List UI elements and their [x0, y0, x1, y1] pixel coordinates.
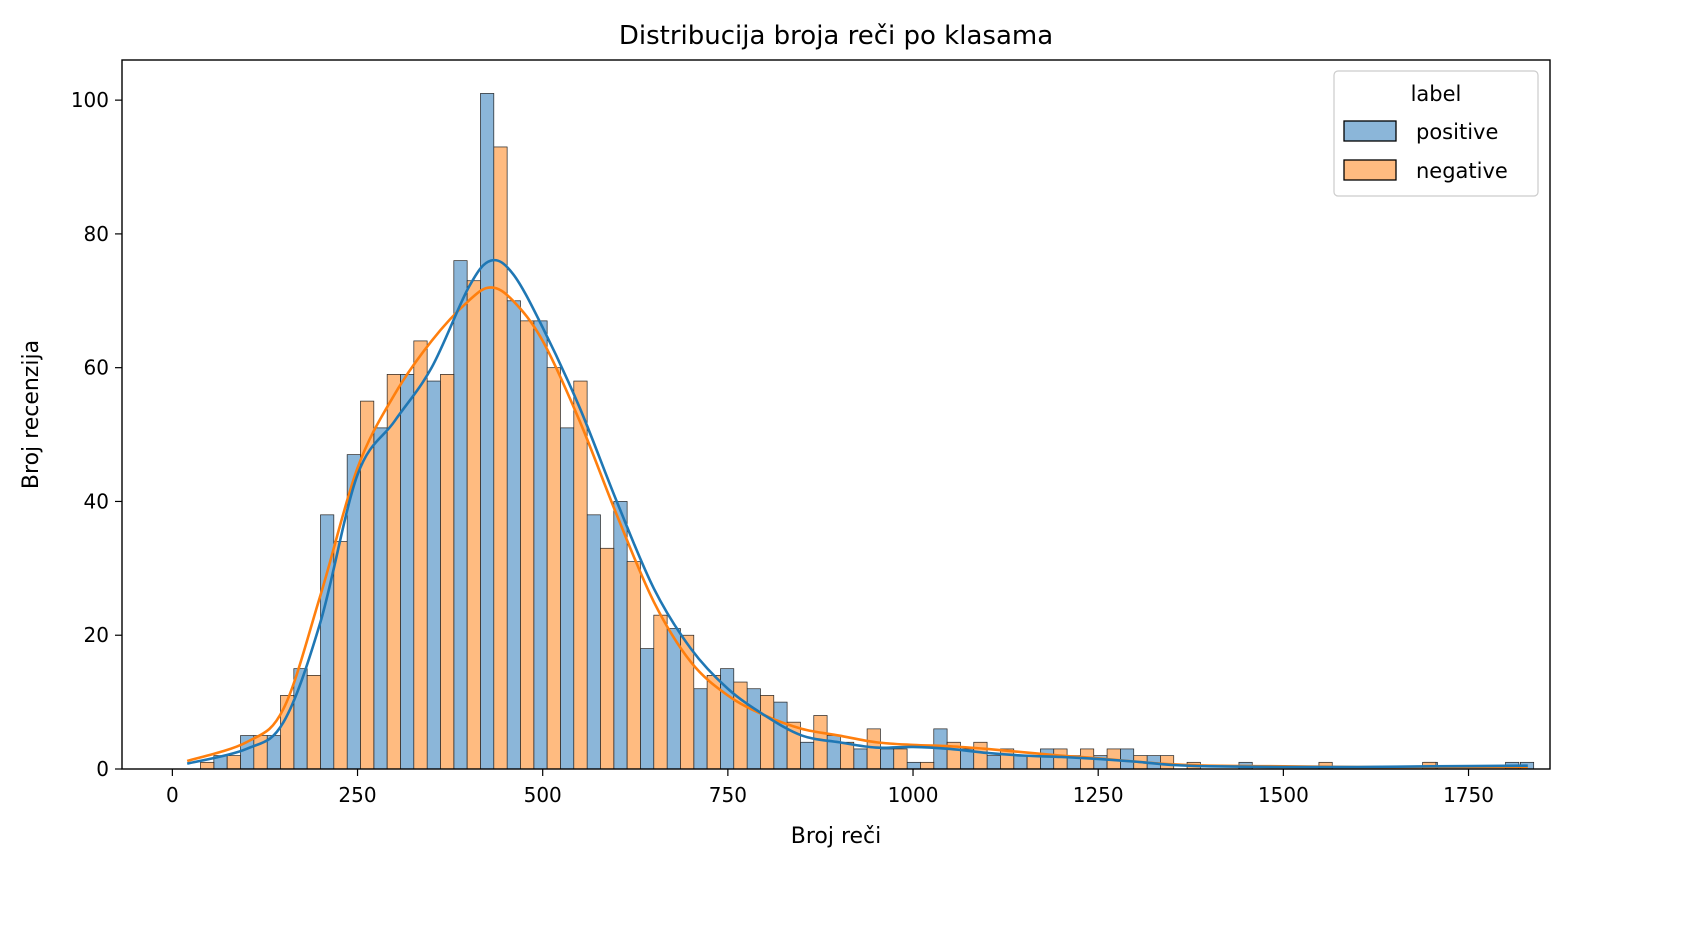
bar-positive — [400, 374, 415, 770]
bar-positive — [453, 260, 468, 770]
bar-negative — [1053, 748, 1068, 770]
kde-line-positive — [186, 258, 1528, 769]
y-tick-label: 20 — [84, 623, 109, 647]
y-tick-label: 100 — [71, 88, 109, 112]
x-tick-label: 1250 — [1073, 783, 1124, 807]
y-axis-ticks: 0 20 40 60 80 100 — [71, 88, 122, 781]
bar-positive — [693, 688, 708, 770]
bar-positive — [533, 320, 548, 770]
bar-negative — [893, 748, 908, 770]
x-tick-label: 1000 — [888, 783, 939, 807]
bar-negative — [440, 374, 455, 770]
bar-positive — [373, 427, 388, 770]
bar-negative — [920, 761, 935, 770]
bar-negative — [200, 761, 215, 770]
bar-positive — [906, 761, 921, 770]
legend-label-negative: negative — [1416, 159, 1508, 183]
bar-positive — [586, 514, 601, 770]
bars-layer — [200, 93, 1535, 770]
bar-positive — [1013, 755, 1028, 770]
bar-negative — [386, 374, 401, 770]
y-tick-label: 0 — [96, 757, 109, 781]
bar-positive — [613, 501, 628, 770]
bar-positive — [986, 755, 1001, 770]
x-tick-label: 0 — [166, 783, 179, 807]
bar-negative — [333, 541, 348, 770]
bar-negative — [573, 380, 588, 770]
chart-title: Distribucija broja reči po klasama — [619, 21, 1053, 51]
bar-positive — [1040, 748, 1055, 770]
bar-positive — [773, 701, 788, 770]
bar-positive — [426, 380, 441, 770]
x-tick-label: 1500 — [1258, 783, 1309, 807]
bar-negative — [466, 280, 481, 770]
x-tick-label: 750 — [709, 783, 747, 807]
bar-negative — [413, 340, 428, 770]
y-tick-label: 40 — [84, 489, 109, 513]
bar-positive — [506, 300, 521, 770]
bar-negative — [653, 614, 668, 770]
bar-negative — [813, 715, 828, 770]
bar-negative — [600, 547, 615, 770]
bar-positive — [666, 628, 681, 770]
kde-layer — [186, 258, 1528, 769]
bar-positive — [640, 648, 655, 770]
y-axis-label: Broj recenzija — [19, 340, 44, 489]
bar-positive — [480, 93, 495, 770]
x-axis-ticks: 0 250 500 750 1000 1250 1500 1750 — [166, 769, 1494, 807]
legend: label positive negative — [1333, 70, 1539, 197]
bar-negative — [306, 675, 321, 770]
bar-negative — [226, 755, 241, 770]
legend-label-positive: positive — [1416, 120, 1498, 144]
bar-positive — [560, 427, 575, 770]
bar-negative — [760, 695, 775, 770]
x-axis-label: Broj reči — [791, 824, 882, 849]
bar-negative — [626, 561, 641, 770]
bar-positive — [880, 748, 895, 770]
bar-positive — [1120, 748, 1135, 770]
bar-positive — [800, 741, 815, 770]
bar-negative — [493, 146, 508, 770]
bar-negative — [840, 741, 855, 770]
x-tick-label: 1750 — [1443, 783, 1494, 807]
bar-negative — [1160, 755, 1175, 770]
y-tick-label: 60 — [84, 356, 109, 380]
legend-swatch-positive — [1343, 120, 1397, 142]
bar-negative — [520, 320, 535, 770]
legend-swatch-negative — [1343, 159, 1397, 181]
plot-frame — [121, 59, 1551, 770]
bar-negative — [973, 741, 988, 770]
y-tick-label: 80 — [84, 222, 109, 246]
bar-positive — [746, 688, 761, 770]
x-tick-label: 500 — [524, 783, 562, 807]
bar-negative — [1026, 755, 1041, 770]
x-tick-label: 250 — [338, 783, 376, 807]
legend-title: label — [1411, 82, 1462, 106]
bar-negative — [546, 367, 561, 770]
bar-positive — [853, 748, 868, 770]
